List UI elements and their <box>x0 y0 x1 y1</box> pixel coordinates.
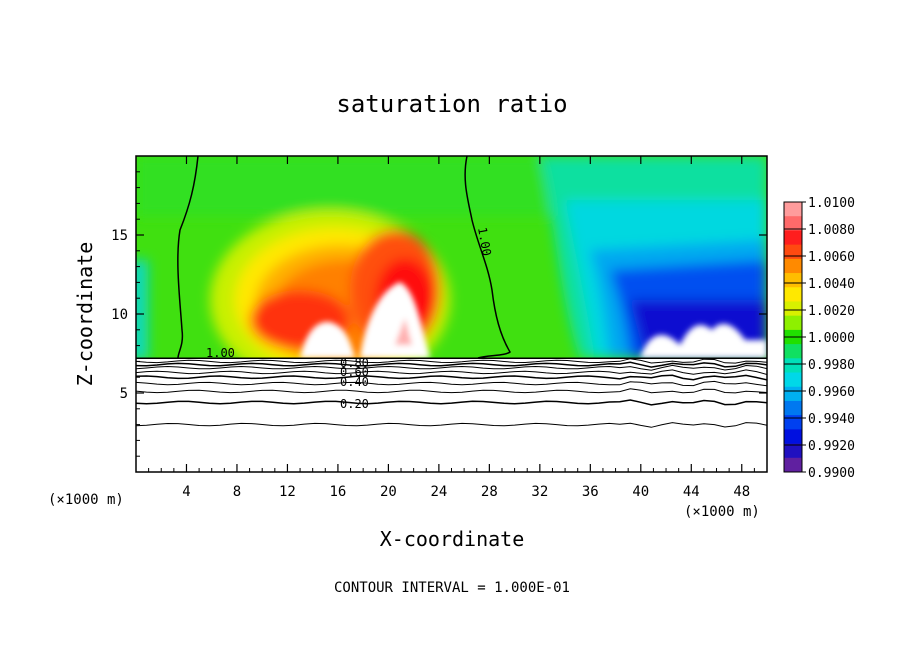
y-axis: 5 10 15 <box>111 171 767 457</box>
contour-label-1.00-left: 1.00 <box>206 346 235 360</box>
contour-label-1.00-right: 1.00 <box>475 226 494 257</box>
contour-line <box>136 380 767 387</box>
contour-1.00-left <box>177 156 199 359</box>
colorbar-label: 1.0020 <box>808 304 855 319</box>
contour-label-0.60: 0.60 <box>340 365 369 379</box>
contour-line <box>136 364 767 371</box>
colorbar-swatch <box>784 258 802 274</box>
colorbar-labels: 1.0100 1.0080 1.0060 1.0040 1.0020 1.0000 0.99… <box>784 196 855 481</box>
colorbar-swatch <box>784 315 802 331</box>
x-unit-label-right: (×1000 m) <box>684 504 760 520</box>
y-tick-label-10: 10 <box>111 307 128 323</box>
contour-line <box>136 374 767 381</box>
colorbar-label: 1.0080 <box>808 223 855 238</box>
colorbar-label: 0.9940 <box>808 412 855 427</box>
colorbar-label: 0.9980 <box>808 358 855 373</box>
contour-line <box>136 361 767 368</box>
colorbar-swatch <box>784 400 802 416</box>
contour-line <box>136 388 767 394</box>
x-tick-label-4: 4 <box>182 484 190 500</box>
colorbar-swatch <box>784 344 802 359</box>
x-tick-label-44: 44 <box>683 484 700 500</box>
colorbar-swatch <box>784 216 802 231</box>
colorbar-swatch <box>784 202 802 217</box>
colorbar-swatch <box>784 358 802 374</box>
colorbar-label: 0.9960 <box>808 385 855 400</box>
x-tick-label-32: 32 <box>531 484 548 500</box>
colorbar-swatch <box>784 443 802 459</box>
colorbar-label: 1.0100 <box>808 196 855 211</box>
colorbar-swatch <box>784 415 802 430</box>
y-tick-label-15: 15 <box>111 228 128 244</box>
x-tick-label-8: 8 <box>233 484 241 500</box>
contour-line <box>136 422 767 428</box>
colorbar-label: 1.0060 <box>808 250 855 265</box>
contour-label-0.40: 0.40 <box>340 375 369 389</box>
y-axis-label: Z-coordinate <box>73 242 97 387</box>
contour-label-0.20: 0.20 <box>340 397 369 411</box>
colorbar-label: 1.0040 <box>808 277 855 292</box>
colorbar-label: 1.0000 <box>808 331 855 346</box>
colorbar-swatch <box>784 244 802 260</box>
x-tick-label-16: 16 <box>329 484 346 500</box>
x-axis-label: X-coordinate <box>380 527 525 551</box>
colorbar-label: 0.9920 <box>808 439 855 454</box>
colorbar-label: 0.9900 <box>808 466 855 481</box>
y-tick-label-5: 5 <box>120 386 128 402</box>
colorbar-swatch <box>784 287 802 302</box>
colorbar-swatch <box>784 230 802 246</box>
chart-title: saturation ratio <box>336 90 567 118</box>
x-tick-label-28: 28 <box>481 484 498 500</box>
contour-line <box>136 358 767 364</box>
x-tick-label-48: 48 <box>733 484 750 500</box>
x-tick-label-24: 24 <box>430 484 447 500</box>
x-tick-label-12: 12 <box>279 484 296 500</box>
x-axis: 4 8 12 16 20 24 28 32 36 40 44 48 <box>148 156 755 500</box>
colorbar-swatch <box>784 429 802 445</box>
lower-contours <box>136 357 767 428</box>
x-tick-label-40: 40 <box>632 484 649 500</box>
colorbar-swatch <box>784 457 802 473</box>
colorbar-swatch <box>784 372 802 388</box>
colorbar-swatch <box>784 301 802 317</box>
x-unit-label-left: (×1000 m) <box>48 492 124 508</box>
colorbar-swatch <box>784 386 802 402</box>
colorbar-swatch <box>784 273 802 288</box>
heatmap-field <box>136 156 767 472</box>
contour-line <box>136 369 767 375</box>
x-tick-label-20: 20 <box>380 484 397 500</box>
contour-1.00-right <box>464 156 511 359</box>
x-tick-label-36: 36 <box>582 484 599 500</box>
contour-interval-note: CONTOUR INTERVAL = 1.000E-01 <box>334 580 570 596</box>
contour-line <box>136 399 767 406</box>
contour-label-0.80: 0.80 <box>340 356 369 370</box>
